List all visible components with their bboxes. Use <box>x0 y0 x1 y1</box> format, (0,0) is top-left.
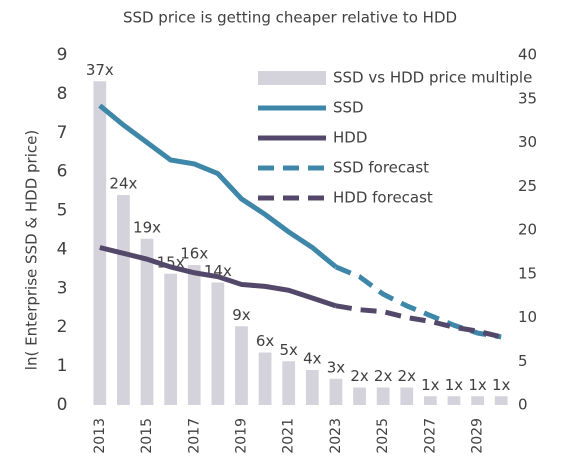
data-label: 6x <box>256 332 275 350</box>
data-label: 19x <box>133 218 161 236</box>
y2-tick-label: 0 <box>518 396 528 414</box>
bar <box>305 370 319 405</box>
data-label: 24x <box>109 175 137 193</box>
line <box>98 103 338 269</box>
x-tick-label: 2023 <box>328 418 344 454</box>
bar <box>117 195 130 405</box>
chart-title: SSD price is getting cheaper relative to… <box>123 9 457 27</box>
x-tick-label: 2029 <box>470 418 486 454</box>
data-label: 1x <box>421 376 440 394</box>
legend-label: SSD vs HDD price multiple <box>333 69 532 87</box>
y2-tick-label: 10 <box>518 308 537 326</box>
data-label: 2x <box>374 367 393 385</box>
y2-tick-label: 25 <box>518 177 537 195</box>
y2-tick-label: 30 <box>518 133 537 151</box>
y2-tick-label: 35 <box>518 89 537 107</box>
line <box>334 264 502 340</box>
bar <box>494 396 508 405</box>
y-tick-label: 6 <box>57 162 68 182</box>
bar <box>400 387 414 405</box>
y2-tick-label: 5 <box>518 352 528 370</box>
data-label: 16x <box>180 245 208 263</box>
data-label: 37x <box>86 61 114 79</box>
legend-label: HDD forecast <box>333 189 433 207</box>
bar <box>258 352 272 405</box>
y-tick-label: 1 <box>57 356 68 376</box>
x-tick-label: 2027 <box>422 418 438 454</box>
bar <box>423 396 437 405</box>
y-tick-label: 2 <box>57 317 68 337</box>
bar <box>329 378 343 405</box>
y-tick-label: 0 <box>57 395 68 415</box>
x-tick-label: 2013 <box>92 418 108 454</box>
x-tick-label: 2017 <box>186 418 202 454</box>
x-tick-label: 2019 <box>233 418 249 454</box>
y2-tick-label: 40 <box>518 46 537 64</box>
data-label: 2x <box>398 367 417 385</box>
y-tick-label: 8 <box>57 84 68 104</box>
bar <box>93 81 107 405</box>
y-tick-label: 4 <box>57 239 68 259</box>
data-label: 1x <box>445 376 464 394</box>
y2-tick-label: 15 <box>518 264 537 282</box>
bar <box>447 396 461 405</box>
bar <box>164 273 178 405</box>
y-tick-label: 3 <box>57 278 68 298</box>
bar <box>282 361 296 405</box>
data-label: 2x <box>350 367 369 385</box>
data-label: 5x <box>279 341 298 359</box>
x-tick-label: 2021 <box>281 418 297 454</box>
data-label: 1x <box>468 376 487 394</box>
y-tick-label: 9 <box>57 45 68 65</box>
line <box>335 303 502 340</box>
bar <box>353 387 366 405</box>
legend-label: SSD forecast <box>333 159 429 177</box>
legend-label: HDD <box>333 129 367 147</box>
data-label: 4x <box>303 350 322 368</box>
bar <box>140 238 154 405</box>
y2-tick-label: 20 <box>518 221 537 239</box>
line <box>99 245 337 309</box>
x-tick-label: 2015 <box>139 418 155 454</box>
data-label: 1x <box>492 376 511 394</box>
bar <box>376 387 390 405</box>
legend-label: SSD <box>333 99 364 117</box>
y-tick-label: 7 <box>57 123 68 143</box>
data-label: 9x <box>232 306 251 324</box>
bar <box>235 326 248 405</box>
legend-swatch <box>258 71 326 85</box>
data-label: 3x <box>327 358 346 376</box>
y-axis-label: ln( Enterprise SSD & HDD price) <box>23 130 41 370</box>
bar <box>187 265 201 405</box>
x-tick-label: 2025 <box>375 418 391 454</box>
bar <box>471 396 484 405</box>
y-tick-label: 5 <box>57 201 68 221</box>
bar <box>211 282 225 405</box>
